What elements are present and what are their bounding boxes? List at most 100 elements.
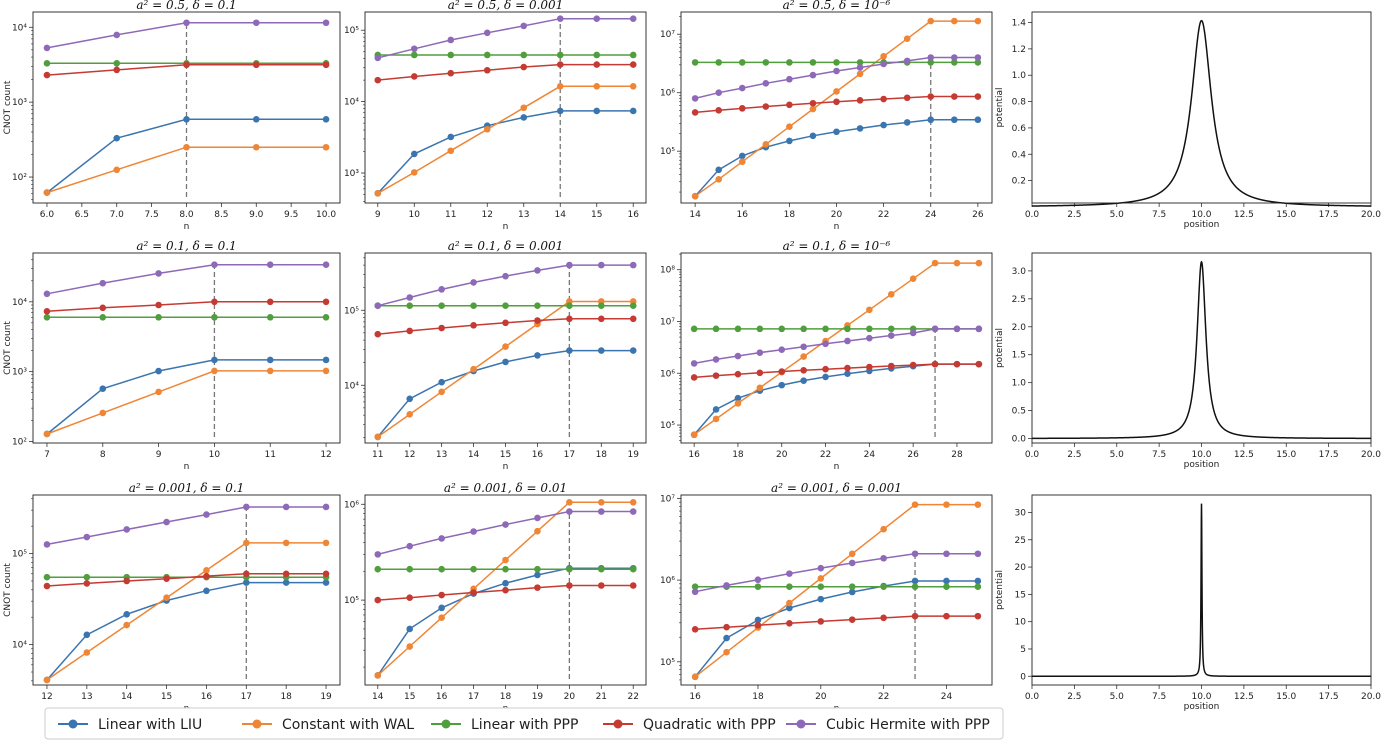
series-line <box>694 503 978 678</box>
x-tick-label: 22 <box>878 692 889 702</box>
legend-label: Linear with PPP <box>471 717 578 733</box>
data-point <box>786 570 793 577</box>
data-point <box>856 59 864 66</box>
plot-frame <box>680 494 993 686</box>
data-point <box>556 15 564 23</box>
y-tick-label: 10⁵ <box>12 550 27 560</box>
data-point <box>822 325 829 333</box>
data-point <box>629 302 637 310</box>
data-point <box>597 582 605 589</box>
x-tick-label: 9.0 <box>249 210 264 220</box>
data-point <box>43 541 51 548</box>
data-point <box>943 577 950 585</box>
data-point <box>322 503 330 511</box>
data-point <box>974 550 982 558</box>
data-point <box>690 431 698 439</box>
plot-frame <box>1031 494 1372 686</box>
chart-title: a² = 0.5, δ = 0.001 <box>448 0 564 12</box>
data-point <box>844 337 851 345</box>
data-point <box>975 360 983 368</box>
x-tick-label: 17.5 <box>1319 450 1339 460</box>
y-tick-label: 2.0 <box>1012 323 1027 333</box>
data-point <box>593 82 601 90</box>
x-tick-label: 20.0 <box>1361 692 1381 702</box>
data-point <box>406 302 414 310</box>
plot-frame <box>680 11 993 204</box>
data-point <box>566 499 573 506</box>
x-tick-label: 15 <box>404 692 415 702</box>
data-point <box>470 365 477 373</box>
y-tick-label: 1.5 <box>1012 351 1026 361</box>
data-point <box>943 501 950 508</box>
data-point <box>756 384 764 392</box>
data-point <box>252 19 260 27</box>
data-point <box>556 51 564 59</box>
y-tick-label: 10⁵ <box>660 147 675 157</box>
data-point <box>809 71 817 79</box>
data-point <box>374 565 382 573</box>
data-point <box>534 514 541 522</box>
data-point <box>556 82 564 90</box>
x-tick-label: 10 <box>409 210 421 220</box>
legend-marker <box>252 719 262 729</box>
x-tick-label: 15.0 <box>1276 692 1296 702</box>
data-point <box>809 132 817 140</box>
data-point <box>374 189 382 197</box>
legend-label: Linear with LIU <box>98 717 202 733</box>
data-point <box>566 347 573 354</box>
x-tick-label: 10.0 <box>1191 210 1211 220</box>
data-point <box>155 313 162 321</box>
plot-frame <box>364 11 647 204</box>
y-tick-label: 30 <box>1015 508 1027 518</box>
x-tick-label: 14 <box>468 450 480 460</box>
data-point <box>322 19 330 27</box>
data-point <box>887 362 895 370</box>
data-point <box>629 51 637 59</box>
series-line <box>693 262 979 436</box>
x-tick-label: 21 <box>596 692 607 702</box>
chart-panel-9: a² = 0.001, δ = 0.001 10⁵ 10⁶ 10⁷ 16 18 20 22 24… <box>660 481 993 714</box>
data-point <box>322 570 330 578</box>
data-point <box>974 59 982 66</box>
data-point <box>723 634 730 642</box>
x-tick-label: 0.0 <box>1025 692 1040 702</box>
x-tick-label: 15 <box>161 692 172 702</box>
data-point <box>712 406 720 413</box>
data-point <box>183 19 190 27</box>
data-point <box>438 565 445 573</box>
data-point <box>163 518 170 526</box>
data-point <box>470 302 477 310</box>
data-point <box>909 329 917 337</box>
y-tick-label: 10⁴ <box>12 298 27 308</box>
x-tick-label: 15.0 <box>1276 450 1296 460</box>
x-tick-label: 19 <box>628 450 640 460</box>
data-point <box>43 71 51 79</box>
data-point <box>597 261 605 269</box>
data-point <box>322 539 330 547</box>
x-tick-label: 24 <box>941 692 953 702</box>
data-point <box>880 52 887 60</box>
data-point <box>848 559 856 567</box>
legend-label: Quadratic with PPP <box>643 717 776 733</box>
data-point <box>943 583 950 591</box>
y-tick-label: 1.0 <box>1012 71 1027 81</box>
x-tick-label: 20.0 <box>1361 450 1381 460</box>
data-point <box>282 579 290 586</box>
data-point <box>975 259 983 267</box>
data-point <box>848 588 856 596</box>
data-point <box>690 325 698 333</box>
data-point <box>738 105 746 112</box>
data-point <box>778 381 786 389</box>
y-tick-label: 1.4 <box>1012 19 1027 29</box>
data-point <box>723 582 730 589</box>
plot-frame <box>1031 252 1372 444</box>
data-point <box>712 356 720 363</box>
data-point <box>374 302 382 310</box>
x-tick-label: 14 <box>372 692 384 702</box>
data-point <box>43 573 51 581</box>
data-point <box>723 623 730 631</box>
data-point <box>566 582 573 589</box>
y-tick-label: 0.8 <box>1012 98 1027 108</box>
data-point <box>887 290 895 298</box>
